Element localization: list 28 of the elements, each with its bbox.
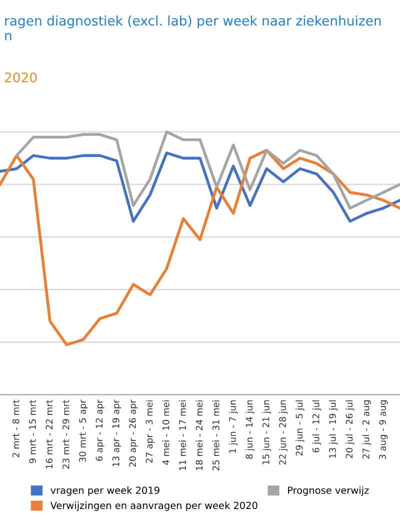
x-tick-label: 8 jun - 14 jun <box>246 400 254 459</box>
x-tick-label: 15 jun - 21 jun <box>262 400 272 464</box>
x-tick-label: 20 apr - 26 apr <box>129 400 138 467</box>
x-tick-label: 6 jul - 12 jul <box>312 400 322 452</box>
x-tick-label: 4 mei - 10 mei <box>162 400 170 465</box>
x-tick-label: 18 mei - 24 mei <box>196 400 203 470</box>
x-tick-label: 6 apr - 12 apr <box>96 400 104 461</box>
x-tick-label: 1 jun - 7 jun <box>228 400 238 453</box>
x-tick-label: 27 apr - 3 mei <box>146 400 154 463</box>
x-tick-label: 16 mrt - 22 mrt <box>46 400 53 468</box>
x-tick-label: 27 jul - 2 aug <box>362 400 372 459</box>
legend-label: vragen per week 2019 <box>50 486 160 496</box>
legend-label: Verwijzingen en aanvragen per week 2020 <box>50 502 258 511</box>
x-tick-label: 11 mei - 17 mei <box>178 400 186 470</box>
x-tick-label: 23 mrt - 29 mrt <box>62 400 70 469</box>
chart-subtitle: 2020 <box>4 72 37 82</box>
x-tick-label: 13 apr - 19 apr <box>112 400 122 466</box>
x-tick-label: 20 jul - 26 jul <box>346 400 354 458</box>
x-tick-label: 22 jun - 28 jun <box>278 400 288 465</box>
x-tick-label: 13 jul - 19 jul <box>328 400 338 458</box>
x-tick-label: 2 mrt - 8 mrt <box>12 400 20 458</box>
x-tick-label: 3 aug - 9 aug <box>379 400 388 460</box>
legend-label: Prognose verwijz <box>288 486 369 496</box>
x-tick-label: 29 jun - 5 jul <box>296 400 304 456</box>
chart-title: ragen diagnostiek (excl. lab) per week naar ziekenhuizen n <box>5 15 381 40</box>
x-tick-label: 25 mei - 31 mei <box>212 400 220 470</box>
x-tick-label: 30 mrt - 5 apr <box>79 400 88 462</box>
x-tick-label: 9 mrt - 15 mrt <box>29 400 36 464</box>
